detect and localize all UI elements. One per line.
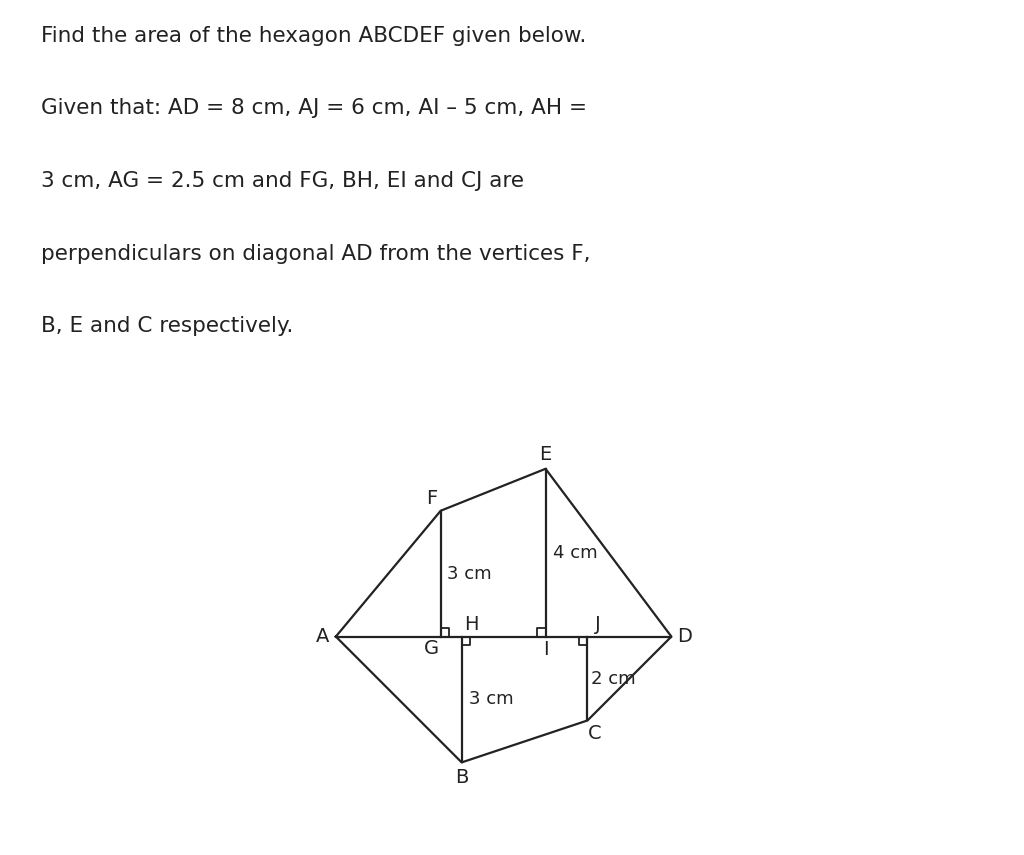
Text: 3 cm: 3 cm (447, 564, 492, 582)
Text: 4 cm: 4 cm (553, 544, 598, 562)
Text: 3 cm, AG = 2.5 cm and FG, BH, EI and CJ are: 3 cm, AG = 2.5 cm and FG, BH, EI and CJ … (41, 171, 524, 191)
Text: 3 cm: 3 cm (469, 691, 514, 709)
Text: F: F (426, 490, 437, 509)
Text: J: J (595, 616, 601, 634)
Text: B, E and C respectively.: B, E and C respectively. (41, 316, 293, 336)
Text: G: G (424, 639, 439, 657)
Text: E: E (540, 445, 552, 463)
Text: perpendiculars on diagonal AD from the vertices F,: perpendiculars on diagonal AD from the v… (41, 244, 591, 263)
Text: Given that: AD = 8 cm, AJ = 6 cm, AI – 5 cm, AH =: Given that: AD = 8 cm, AJ = 6 cm, AI – 5… (41, 98, 587, 118)
Text: Find the area of the hexagon ABCDEF given below.: Find the area of the hexagon ABCDEF give… (41, 26, 587, 45)
Text: D: D (677, 627, 692, 646)
Text: C: C (588, 724, 602, 743)
Text: I: I (543, 640, 549, 659)
Text: B: B (455, 768, 468, 787)
Text: A: A (315, 627, 329, 646)
Text: 2 cm: 2 cm (591, 669, 636, 687)
Text: H: H (464, 616, 478, 634)
